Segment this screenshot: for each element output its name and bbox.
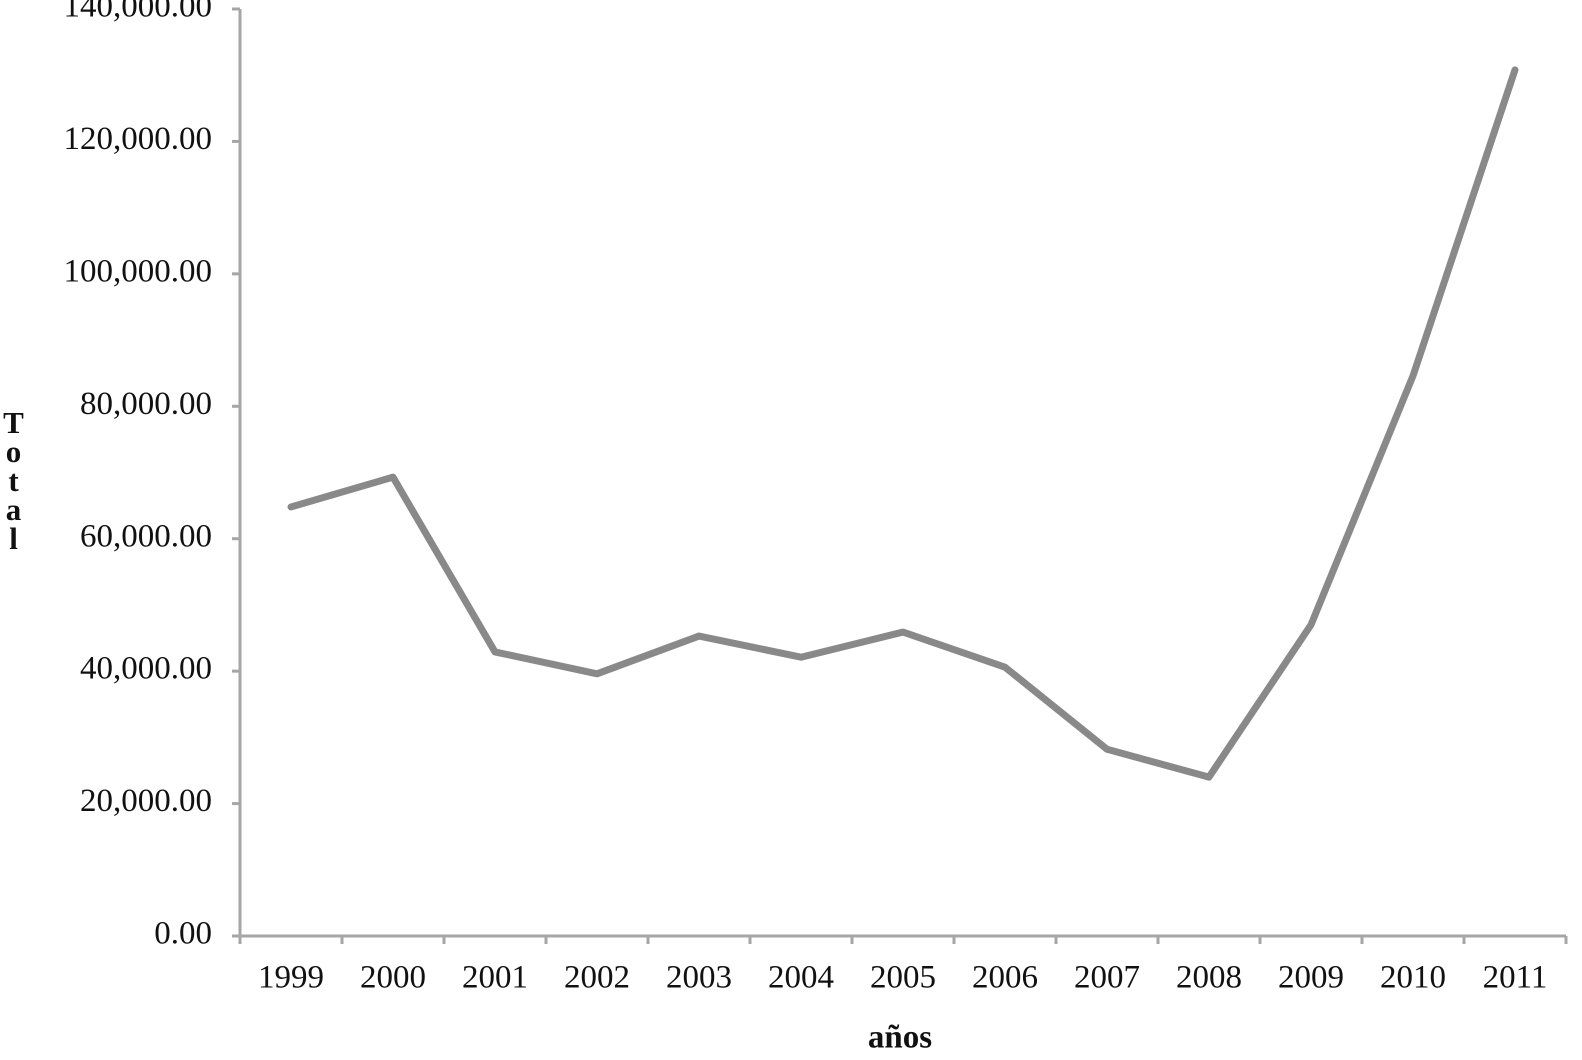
- x-tick-label: 2006: [972, 960, 1038, 996]
- x-tick-label: 2001: [462, 960, 528, 996]
- y-tick-label: 100,000.00: [64, 253, 213, 289]
- x-tick-label: 1999: [258, 960, 324, 996]
- x-tick-label: 2010: [1380, 960, 1446, 996]
- y-tick-label: 60,000.00: [80, 518, 212, 554]
- y-tick-label: 140,000.00: [64, 0, 213, 25]
- y-tick-label: 20,000.00: [80, 783, 212, 819]
- y-tick-label: 80,000.00: [80, 386, 212, 422]
- x-tick-label: 2007: [1074, 960, 1140, 996]
- y-tick-label: 40,000.00: [80, 651, 212, 687]
- x-tick-label: 2009: [1278, 960, 1344, 996]
- x-axis-title: años: [868, 1020, 932, 1056]
- y-tick-label: 120,000.00: [64, 121, 213, 157]
- data-line: [287, 66, 1519, 781]
- x-tick-label: 2002: [564, 960, 630, 996]
- y-tick-label: 0.00: [154, 916, 212, 952]
- y-axis-title: Total: [0, 405, 31, 550]
- x-tick-label: 2005: [870, 960, 936, 996]
- x-tick-label: 2004: [768, 960, 834, 996]
- x-tick-label: 2000: [360, 960, 426, 996]
- x-tick-label: 2011: [1483, 960, 1548, 996]
- x-tick-label: 2008: [1176, 960, 1242, 996]
- x-tick-label: 2003: [666, 960, 732, 996]
